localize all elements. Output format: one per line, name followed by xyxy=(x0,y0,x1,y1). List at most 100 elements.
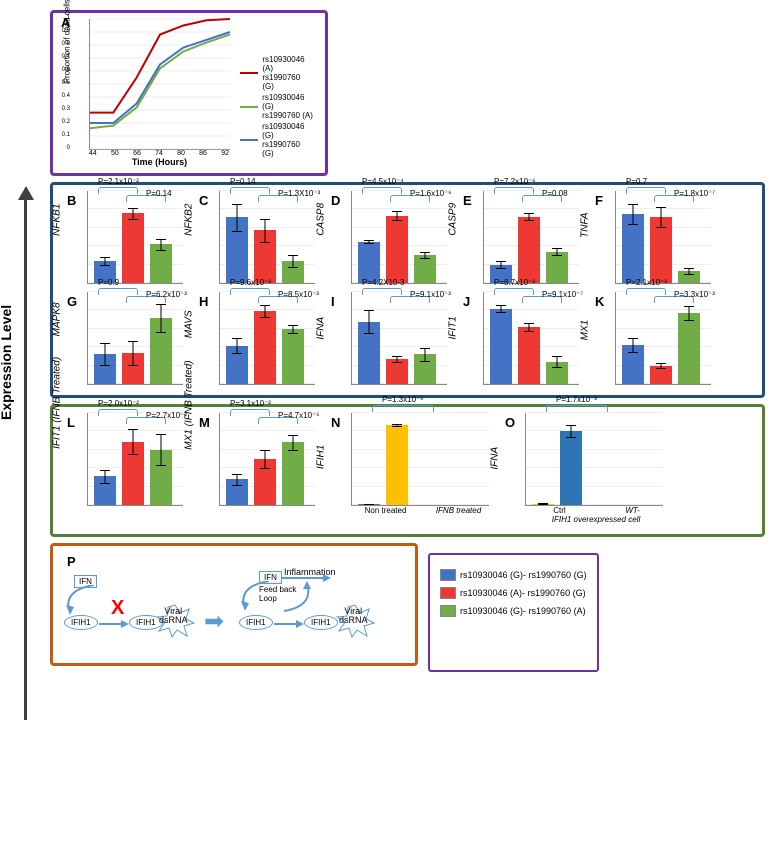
bar-area: P=0.14P=1.3X10⁻³ xyxy=(219,191,315,284)
panel-b-k: BNFKB1P=2.1x10⁻²P=0.14CNFKB2P=0.14P=1.3X… xyxy=(50,182,765,398)
bar xyxy=(518,327,540,384)
expression-level-label: Expression Level xyxy=(0,305,14,420)
bar xyxy=(150,244,172,283)
bar xyxy=(678,271,700,283)
panel-label: E xyxy=(463,193,472,208)
panel-a-xticks: 44506674808692 xyxy=(89,150,229,157)
panel-a-chart: 00.10.20.30.40.50.60.70.80.91 xyxy=(89,19,230,150)
chart-b: BNFKB1P=2.1x10⁻²P=0.14 xyxy=(59,191,187,288)
panel-label: B xyxy=(67,193,76,208)
gene-label: MAVS xyxy=(184,310,195,338)
gene-label: IFIH1 xyxy=(316,444,327,468)
bar xyxy=(150,318,172,384)
bar xyxy=(650,366,672,384)
bar xyxy=(254,459,276,505)
gene-label: TNFA xyxy=(580,212,591,237)
panel-label: F xyxy=(595,193,603,208)
chart-m: MMX1 (IFNB Treated)P=3.1x10⁻²P=4.7x10⁻⁵ xyxy=(191,413,319,528)
bar-area: P=1.7x10⁻³ xyxy=(525,413,663,506)
panel-label: C xyxy=(199,193,208,208)
bar xyxy=(282,261,304,283)
panel-l-o: LIFIT1 (IFNB Treated)P=2.0x10⁻²P=2.7x10⁻… xyxy=(50,404,765,537)
bar xyxy=(678,313,700,384)
chart-n: NIFIH1P=1.3x10⁻⁶Non treatedIFNB treated xyxy=(323,413,493,528)
bar xyxy=(414,354,436,384)
gene-label: CASP9 xyxy=(448,202,459,235)
gene-label: IFNA xyxy=(490,446,501,469)
chart-g: GMAPK8P=0.9P=6.2x10⁻³ xyxy=(59,292,187,389)
bar xyxy=(386,359,408,384)
panel-label: I xyxy=(331,294,335,309)
bar xyxy=(282,329,304,384)
gene-label: NFKB2 xyxy=(184,203,195,235)
bar xyxy=(518,217,540,283)
panel-a-legend: rs10930046 (A)rs1990760 (G)rs10930046 (G… xyxy=(234,49,319,167)
chart-f: FTNFAP=0.7P=1.8x10⁻⁷ xyxy=(587,191,715,288)
bar xyxy=(94,476,116,505)
bar-area: P=3.1x10⁻²P=4.7x10⁻⁵ xyxy=(219,413,315,506)
bar xyxy=(254,311,276,384)
bar-area: P=2.1x10⁻³P=3.3x10⁻³ xyxy=(615,292,711,385)
gene-label: IFIT1 (IFNB Treated) xyxy=(52,356,63,448)
panel-label: G xyxy=(67,294,77,309)
bar xyxy=(546,362,568,384)
bar xyxy=(386,216,408,283)
bar xyxy=(650,217,672,283)
bar xyxy=(386,425,408,505)
bar xyxy=(358,504,380,505)
bar xyxy=(226,479,248,505)
panel-label: K xyxy=(595,294,604,309)
bar xyxy=(490,309,512,384)
bar-area: P=9.6x10⁻³P=8.5x10⁻³ xyxy=(219,292,315,385)
bar-area: P=2.1x10⁻²P=0.14 xyxy=(87,191,183,284)
panel-a-label: A xyxy=(61,15,70,30)
gene-label: IFNA xyxy=(316,316,327,339)
bar-area: P=2.0x10⁻²P=2.7x10⁻² xyxy=(87,413,183,506)
panel-label: H xyxy=(199,294,208,309)
chart-k: KMX1P=2.1x10⁻³P=3.3x10⁻³ xyxy=(587,292,715,389)
chart-i: IIFNAP=4.2X10-3P=9.1x10⁻³ xyxy=(323,292,451,389)
bar xyxy=(122,213,144,283)
panel-p-diagram: IFN IFIH1 X IFIH1 ViraldsRNA ➡ IFN Infla… xyxy=(59,567,409,657)
bar xyxy=(226,346,248,384)
bar xyxy=(546,252,568,283)
chart-e: ECASP9P=7.2x10⁻⁶P=0.08 xyxy=(455,191,583,288)
panel-p: P IFN IFIH1 X IFIH1 ViraldsRNA ➡ IFN Inf… xyxy=(50,543,418,666)
panel-label: N xyxy=(331,415,340,430)
gene-label: MAPK8 xyxy=(52,302,63,336)
bar xyxy=(414,255,436,283)
chart-d: DCASP8P=4.5x10⁻⁴P=1.6x10⁻⁶ xyxy=(323,191,451,288)
bar-area: P=0.7P=1.8x10⁻⁷ xyxy=(615,191,711,284)
bar-area: P=0.9P=6.2x10⁻³ xyxy=(87,292,183,385)
bar xyxy=(254,230,276,283)
panel-label: D xyxy=(331,193,340,208)
chart-j: JIFIT1P=8.7x10⁻³P=9.1x10⁻⁷ xyxy=(455,292,583,389)
gene-label: NFKB1 xyxy=(52,203,63,235)
panel-p-label: P xyxy=(67,554,417,569)
gene-label: MX1 (IFNB Treated) xyxy=(184,360,195,449)
bar xyxy=(94,354,116,384)
bar-area: P=7.2x10⁻⁶P=0.08 xyxy=(483,191,579,284)
panel-label: J xyxy=(463,294,470,309)
chart-l: LIFIT1 (IFNB Treated)P=2.0x10⁻²P=2.7x10⁻… xyxy=(59,413,187,528)
main-legend: rs10930046 (G)- rs1990760 (G)rs10930046 … xyxy=(428,553,599,672)
bar xyxy=(532,504,554,505)
chart-c: CNFKB2P=0.14P=1.3X10⁻³ xyxy=(191,191,319,288)
gene-label: CASP8 xyxy=(316,202,327,235)
bar xyxy=(122,353,144,384)
chart-h: HMAVSP=9.6x10⁻³P=8.5x10⁻³ xyxy=(191,292,319,389)
bar xyxy=(226,217,248,283)
gene-label: IFIT1 xyxy=(448,316,459,339)
panel-a-xlabel: Time (Hours) xyxy=(89,157,230,167)
bar xyxy=(122,442,144,505)
bar-area: P=4.2X10-3P=9.1x10⁻³ xyxy=(351,292,447,385)
panel-label: L xyxy=(67,415,75,430)
panel-label: O xyxy=(505,415,515,430)
panel-label: M xyxy=(199,415,210,430)
bar xyxy=(150,450,172,505)
panel-a: A Proportion of dead cells 00.10.20.30.4… xyxy=(50,10,328,176)
chart-o: OIFNAP=1.7x10⁻³CtrlWT-IFIH1 overexpresse… xyxy=(497,413,667,528)
bar xyxy=(560,431,582,505)
bar xyxy=(358,322,380,384)
bar xyxy=(622,214,644,283)
